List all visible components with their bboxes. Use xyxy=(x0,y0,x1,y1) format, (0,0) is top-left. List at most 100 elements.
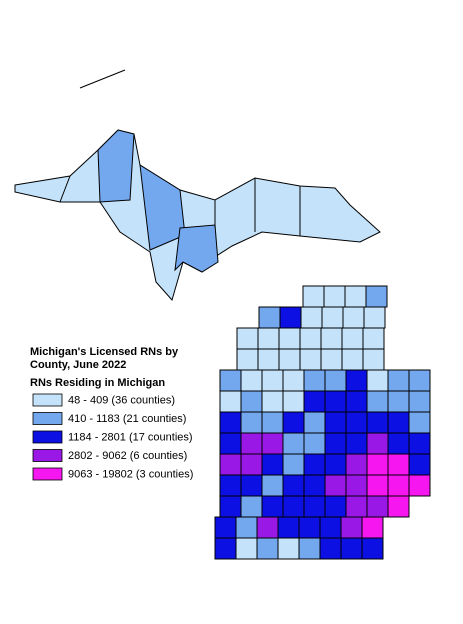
county xyxy=(323,285,346,308)
county xyxy=(303,411,326,434)
legend-label: 410 - 1183 (21 counties) xyxy=(68,413,186,425)
county xyxy=(219,474,242,497)
county xyxy=(277,516,300,539)
county xyxy=(340,537,363,560)
county xyxy=(365,285,388,308)
upper-peninsula-counties xyxy=(14,129,381,302)
county xyxy=(340,516,363,539)
county xyxy=(278,327,301,350)
county xyxy=(256,537,279,560)
county xyxy=(261,495,284,518)
county xyxy=(261,453,284,476)
map-title: Michigan's Licensed RNs by County, June … xyxy=(30,346,179,371)
county xyxy=(240,390,263,413)
county xyxy=(282,453,305,476)
county xyxy=(278,348,301,371)
county xyxy=(235,516,258,539)
county xyxy=(282,432,305,455)
county xyxy=(303,432,326,455)
county xyxy=(282,390,305,413)
county xyxy=(257,348,280,371)
county xyxy=(282,474,305,497)
county xyxy=(366,390,389,413)
county xyxy=(257,327,280,350)
county xyxy=(366,369,389,392)
county xyxy=(303,495,326,518)
county xyxy=(319,516,342,539)
county xyxy=(261,474,284,497)
county xyxy=(240,411,263,434)
county xyxy=(408,411,431,434)
county xyxy=(363,306,386,329)
county xyxy=(408,369,431,392)
county xyxy=(366,453,389,476)
county xyxy=(219,432,242,455)
legend-swatch xyxy=(32,412,63,425)
legend-label: 48 - 409 (36 counties) xyxy=(68,394,175,406)
county xyxy=(341,348,364,371)
legend-label: 2802 - 9062 (6 counties) xyxy=(68,450,187,462)
legend-title: RNs Residing in Michigan xyxy=(30,377,166,389)
county xyxy=(300,306,323,329)
county xyxy=(324,432,347,455)
county xyxy=(240,369,263,392)
county xyxy=(366,474,389,497)
county xyxy=(236,327,259,350)
legend: 48 - 409 (36 counties) 410 - 1183 (21 cou… xyxy=(32,393,193,481)
county xyxy=(298,537,321,560)
county xyxy=(277,537,300,560)
county xyxy=(240,474,263,497)
county xyxy=(279,306,302,329)
county xyxy=(282,369,305,392)
county xyxy=(299,327,322,350)
county xyxy=(345,369,368,392)
county xyxy=(366,411,389,434)
county xyxy=(387,369,410,392)
county xyxy=(240,495,263,518)
county xyxy=(324,411,347,434)
county xyxy=(361,537,384,560)
county xyxy=(366,432,389,455)
legend-swatch xyxy=(32,467,63,481)
county xyxy=(387,495,410,518)
county xyxy=(236,348,259,371)
county xyxy=(303,453,326,476)
county xyxy=(319,537,342,560)
legend-label: 1184 - 2801 (17 counties) xyxy=(68,431,193,443)
county xyxy=(345,474,368,497)
county xyxy=(302,285,325,308)
county xyxy=(235,537,258,560)
legend-swatch xyxy=(32,393,63,407)
county xyxy=(303,474,326,497)
lower-peninsula xyxy=(214,285,431,560)
county xyxy=(219,411,242,434)
county xyxy=(366,495,389,518)
county-border xyxy=(59,175,71,203)
county xyxy=(240,432,263,455)
county xyxy=(298,516,321,539)
county xyxy=(282,411,305,434)
county xyxy=(341,327,364,350)
county xyxy=(324,390,347,413)
county xyxy=(345,390,368,413)
county xyxy=(387,432,410,455)
county xyxy=(321,306,344,329)
county xyxy=(387,474,410,497)
county xyxy=(320,348,343,371)
county xyxy=(408,432,431,455)
county xyxy=(299,348,322,371)
isle-royale xyxy=(79,69,126,89)
legend-label: 9063 - 19802 (3 counties) xyxy=(68,468,193,480)
county xyxy=(362,348,385,371)
county xyxy=(387,390,410,413)
county xyxy=(361,516,384,539)
county xyxy=(345,453,368,476)
county xyxy=(282,495,305,518)
county xyxy=(345,432,368,455)
county xyxy=(345,411,368,434)
county xyxy=(258,306,281,329)
county xyxy=(261,411,284,434)
county xyxy=(261,432,284,455)
county xyxy=(303,369,326,392)
